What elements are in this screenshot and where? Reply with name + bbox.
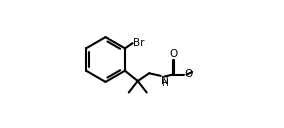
Text: H: H — [161, 79, 168, 88]
Text: N: N — [161, 77, 169, 87]
Text: O: O — [170, 49, 178, 59]
Text: Br: Br — [133, 38, 144, 48]
Text: O: O — [184, 69, 192, 79]
